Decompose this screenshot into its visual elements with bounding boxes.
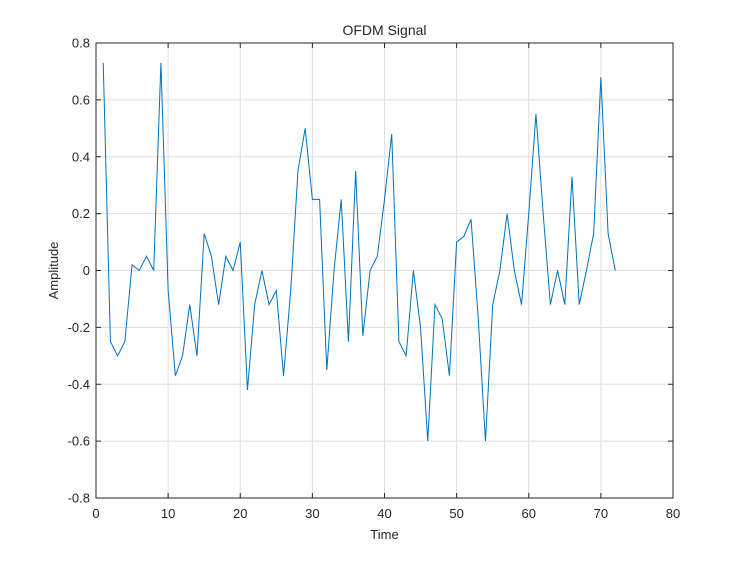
x-tick-label: 80 — [666, 506, 680, 521]
x-tick-label: 40 — [377, 506, 391, 521]
grid-lines — [95, 42, 674, 499]
series-line — [102, 62, 616, 442]
chart-title: OFDM Signal — [342, 22, 426, 38]
y-tick-label: -0.8 — [68, 491, 90, 506]
x-tick-label: 30 — [305, 506, 319, 521]
x-tick-label: 60 — [522, 506, 536, 521]
x-tick-label: 0 — [92, 506, 99, 521]
x-axis-label: Time — [370, 527, 398, 542]
x-tick-label: 70 — [594, 506, 608, 521]
series-layer — [102, 62, 616, 442]
x-axis-ticks: 0 10 20 30 40 50 60 70 80 — [92, 43, 680, 521]
y-tick-label: -0.2 — [68, 320, 90, 335]
y-axis-ticks: -0.8 -0.6 -0.4 -0.2 0 0.2 0.4 0.6 0.8 — [68, 36, 673, 506]
y-axis-label: Amplitude — [46, 242, 61, 300]
x-tick-label: 20 — [233, 506, 247, 521]
y-tick-label: 0.8 — [72, 36, 90, 51]
y-tick-label: -0.4 — [68, 377, 90, 392]
y-tick-label: -0.6 — [68, 434, 90, 449]
y-tick-label: 0.6 — [72, 92, 90, 107]
x-tick-label: 50 — [449, 506, 463, 521]
y-tick-label: 0.2 — [72, 206, 90, 221]
y-tick-label: 0.4 — [72, 149, 90, 164]
y-tick-label: 0 — [83, 263, 90, 278]
x-tick-label: 10 — [161, 506, 175, 521]
